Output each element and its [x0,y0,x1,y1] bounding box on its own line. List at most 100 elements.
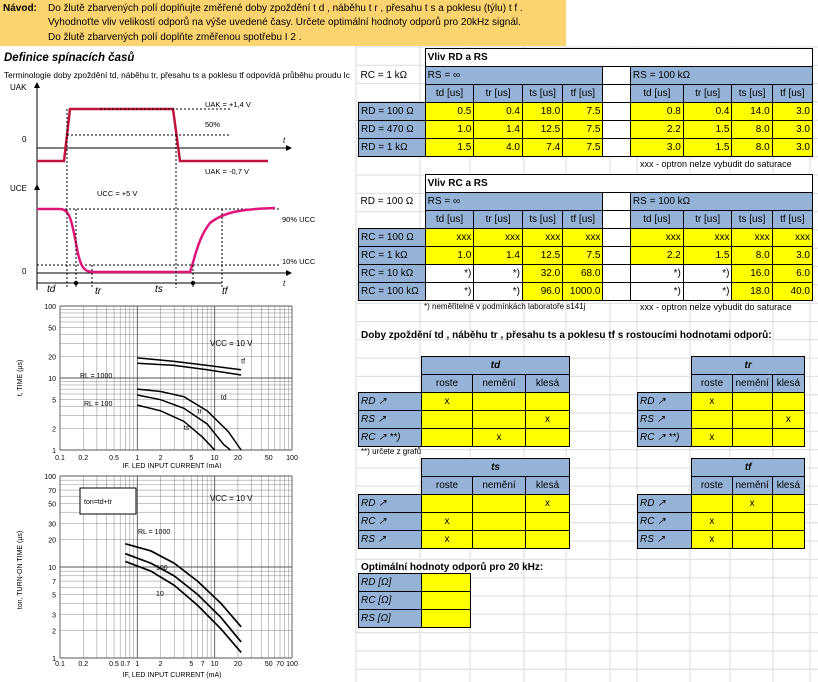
trend-mark-cell[interactable] [771,512,806,531]
value-cell[interactable]: 2.2 [629,120,684,139]
ts-1000-curve [137,362,242,376]
trend-mark-cell[interactable] [472,410,526,429]
optimal-rs-value[interactable] [421,609,471,628]
trend-mark-cell[interactable]: x [691,428,733,447]
value-cell[interactable]: 1.5 [682,120,733,139]
trend-mark-cell[interactable]: x [771,410,806,429]
value-cell[interactable]: 3.0 [629,138,684,157]
trend-mark-cell[interactable] [421,494,473,513]
value-cell[interactable]: 1.0 [424,246,475,265]
value-cell[interactable]: 14.0 [731,102,773,121]
trend-mark-cell[interactable]: x [421,530,473,549]
pct10-label: 10% UCC [282,257,316,266]
trend-mark-cell[interactable]: x [421,392,473,411]
trend-mark-cell[interactable] [472,512,526,531]
value-cell[interactable]: 7.5 [562,246,604,265]
trend-mark-cell[interactable] [524,512,571,531]
trend-mark-cell[interactable] [472,392,526,411]
trend-mark-cell[interactable] [731,530,773,549]
trend-mark-cell[interactable]: x [691,512,733,531]
table1-note: xxx - optron nelze vybudit do saturace [640,159,792,169]
trend-mark-cell[interactable] [524,530,571,549]
value-cell[interactable]: 1.5 [682,138,733,157]
trend-mark-cell[interactable] [421,428,473,447]
trend-mark-cell[interactable] [771,530,806,549]
value-cell[interactable]: xxx [731,228,773,247]
value-cell[interactable]: *) [473,282,523,301]
value-cell[interactable]: 68.0 [562,264,604,283]
value-cell[interactable]: xxx [682,228,733,247]
trend-mark-cell[interactable] [691,494,733,513]
value-cell[interactable]: 32.0 [521,264,564,283]
value-cell[interactable]: 7.5 [562,102,604,121]
trend-mark-cell[interactable] [771,494,806,513]
value-cell[interactable]: *) [424,264,475,283]
value-cell[interactable]: xxx [771,228,814,247]
trend-mark-cell[interactable]: x [524,410,571,429]
trend-mark-cell[interactable] [472,494,526,513]
value-cell[interactable]: 12.5 [521,246,564,265]
trend-mark-cell[interactable] [472,530,526,549]
trend-mark-cell[interactable] [421,410,473,429]
value-cell[interactable]: 3.0 [771,138,814,157]
value-cell[interactable]: *) [629,282,684,301]
trend-mark-cell[interactable] [731,512,773,531]
optimal-rc-value[interactable] [421,591,471,610]
value-cell[interactable]: 1.0 [424,120,475,139]
value-cell[interactable]: 8.0 [731,120,773,139]
value-cell[interactable]: 3.0 [771,246,814,265]
optimal-rd-value[interactable] [421,573,471,592]
trend-mark-cell[interactable] [731,410,773,429]
trend-mark-cell[interactable] [731,392,773,411]
value-cell[interactable]: 0.4 [473,102,523,121]
value-cell[interactable]: 1.4 [473,246,523,265]
value-cell[interactable]: 1.5 [682,246,733,265]
value-cell[interactable]: 6.0 [771,264,814,283]
trend-mark-cell[interactable]: x [731,494,773,513]
value-cell[interactable]: *) [473,264,523,283]
value-cell[interactable]: 0.8 [629,102,684,121]
row-label: RC = 1 kΩ [358,246,426,265]
value-cell[interactable]: 1000.0 [562,282,604,301]
value-cell[interactable]: 1.5 [424,138,475,157]
value-cell[interactable]: 2.2 [629,246,684,265]
trend-mark-cell[interactable] [731,428,773,447]
value-cell[interactable]: xxx [521,228,564,247]
value-cell[interactable]: 7.5 [562,138,604,157]
uce-waveform [37,206,276,274]
value-cell[interactable]: *) [629,264,684,283]
value-cell[interactable]: 0.4 [682,102,733,121]
trend-mark-cell[interactable] [771,392,806,411]
value-cell[interactable]: *) [682,282,733,301]
value-cell[interactable]: *) [682,264,733,283]
value-cell[interactable]: xxx [562,228,604,247]
trend-mark-cell[interactable]: x [691,392,733,411]
trend-mark-cell[interactable]: x [524,494,571,513]
value-cell[interactable]: 96.0 [521,282,564,301]
value-cell[interactable]: 7.5 [562,120,604,139]
value-cell[interactable]: 7.4 [521,138,564,157]
trend-mark-cell[interactable]: x [421,512,473,531]
value-cell[interactable]: 3.0 [771,102,814,121]
trend-mark-cell[interactable]: x [691,530,733,549]
value-cell[interactable]: 4.0 [473,138,523,157]
trend-mark-cell[interactable]: x [472,428,526,447]
value-cell[interactable]: 8.0 [731,246,773,265]
trend-mark-cell[interactable] [524,428,571,447]
value-cell[interactable]: 18.0 [521,102,564,121]
value-cell[interactable]: 40.0 [771,282,814,301]
trend-mark-cell[interactable] [771,428,806,447]
value-cell[interactable]: xxx [473,228,523,247]
value-cell[interactable]: 18.0 [731,282,773,301]
value-cell[interactable]: xxx [629,228,684,247]
trend-mark-cell[interactable] [524,392,571,411]
value-cell[interactable]: 12.5 [521,120,564,139]
value-cell[interactable]: 0.5 [424,102,475,121]
value-cell[interactable]: 1.4 [473,120,523,139]
value-cell[interactable]: 16.0 [731,264,773,283]
value-cell[interactable]: 3.0 [771,120,814,139]
trend-mark-cell[interactable] [691,410,733,429]
value-cell[interactable]: *) [424,282,475,301]
value-cell[interactable]: 8.0 [731,138,773,157]
value-cell[interactable]: xxx [424,228,475,247]
